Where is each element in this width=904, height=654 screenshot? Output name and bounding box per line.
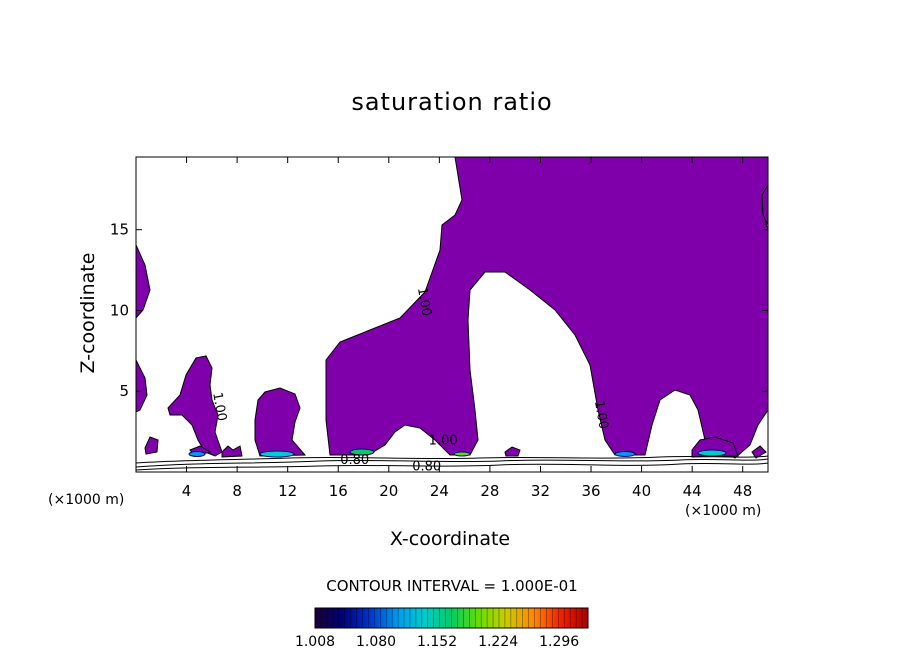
x-tick-label: 48 xyxy=(733,482,752,500)
y-tick-label: 10 xyxy=(110,301,129,319)
chart-title: saturation ratio xyxy=(351,88,553,116)
y-axis: 5 10 15 xyxy=(110,221,768,400)
contour-label: 0.80 xyxy=(412,459,441,474)
x-tick-label: 28 xyxy=(480,482,499,500)
x-tick-label: 16 xyxy=(329,482,348,500)
peak-x26 xyxy=(453,451,471,457)
supersaturation-blob-3 xyxy=(221,445,243,458)
x-unit-label-left: (×1000 m) xyxy=(48,492,125,508)
contour-label: 1.00 xyxy=(429,434,458,449)
supersaturation-region-left-edge xyxy=(136,244,151,319)
supersaturation-region-plume-2 xyxy=(254,387,307,457)
contour-interval-label: CONTOUR INTERVAL = 1.000E-01 xyxy=(326,577,578,595)
x-tick-label: 36 xyxy=(581,482,600,500)
peak-x38 xyxy=(614,451,636,457)
x-tick-label: 20 xyxy=(379,482,398,500)
plot-frame xyxy=(135,156,769,473)
colorbar-tick-labels: 1.008 1.080 1.152 1.224 1.296 xyxy=(295,634,579,650)
contour-label: 1.00 xyxy=(591,399,611,430)
colorbar-tick-label: 1.224 xyxy=(478,634,518,650)
supersaturation-blob-1 xyxy=(144,436,159,455)
saturation-field xyxy=(136,157,768,471)
x-tick-label: 4 xyxy=(182,482,192,500)
contour-label: 0.80 xyxy=(340,453,369,468)
y-tick-label: 15 xyxy=(110,221,129,239)
surface-contours xyxy=(136,455,768,471)
contour-label: 1.00 xyxy=(209,391,229,422)
x-axis-label: X-coordinate xyxy=(389,528,511,550)
colorbar-tick-label: 1.296 xyxy=(539,634,579,650)
contour-label: 1.00 xyxy=(414,286,434,317)
peak-x12 xyxy=(259,450,295,458)
supersaturation-region-plume-1 xyxy=(167,355,223,457)
supersaturation-blob-7 xyxy=(761,184,768,226)
supersaturation-blob-6 xyxy=(751,445,767,459)
x-axis: 4 8 12 16 20 24 28 32 36 40 44 48 xyxy=(182,157,752,500)
contour-labels: 1.00 1.00 1.00 1.00 0.80 0.80 xyxy=(209,286,611,474)
y-tick-label: 5 xyxy=(119,382,129,400)
x-tick-label: 24 xyxy=(430,482,449,500)
x-unit-label-right: (×1000 m) xyxy=(685,503,762,519)
saturation-peaks xyxy=(188,448,727,458)
peak-x5 xyxy=(188,451,206,457)
x-tick-label: 12 xyxy=(278,482,297,500)
colorbar-segments xyxy=(320,608,583,628)
x-tick-label: 32 xyxy=(531,482,550,500)
peak-x18 xyxy=(349,448,375,456)
peak-x46 xyxy=(697,449,727,457)
x-tick-label: 40 xyxy=(632,482,651,500)
x-tick-label: 8 xyxy=(232,482,242,500)
supersaturation-blob-4 xyxy=(504,446,521,457)
colorbar: 1.008 1.080 1.152 1.224 1.296 xyxy=(295,607,589,650)
colorbar-tick-label: 1.080 xyxy=(356,634,396,650)
supersaturation-region-left-low xyxy=(136,359,148,413)
x-tick-label: 44 xyxy=(683,482,702,500)
colorbar-tick-label: 1.152 xyxy=(417,634,457,650)
colorbar-tick-label: 1.008 xyxy=(295,634,335,650)
